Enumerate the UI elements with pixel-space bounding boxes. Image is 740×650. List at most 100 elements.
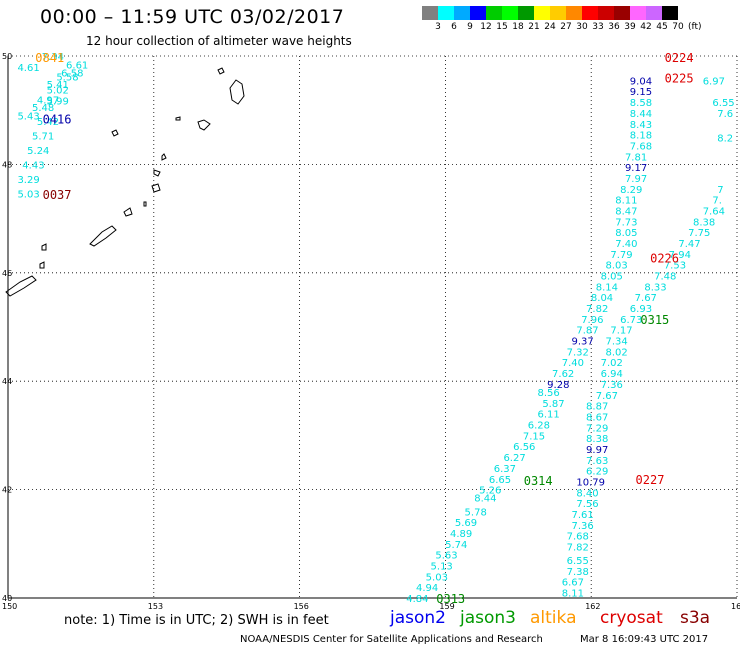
wave-height-value: 4.84: [406, 594, 428, 605]
pass-time-label: 0037: [43, 188, 72, 202]
legend-swatch: [518, 6, 534, 20]
island-shape: [151, 183, 161, 193]
wave-height-value: 7.40: [615, 239, 637, 250]
island-shape: [123, 207, 133, 217]
satellite-label-s3a: s3a: [680, 608, 711, 628]
wave-height-value: 7.36: [601, 380, 623, 391]
legend-label: 3: [435, 22, 441, 32]
legend-swatch: [454, 6, 470, 20]
legend-swatch: [646, 6, 662, 20]
wave-height-value: 7.67: [596, 391, 618, 402]
wave-height-value: 4.97: [37, 95, 59, 106]
legend-label: 42: [640, 22, 652, 32]
pass-time-label: 0313: [436, 592, 465, 606]
legend-label: 33: [592, 22, 604, 32]
wave-height-value: 5.58: [56, 73, 78, 84]
wave-height-value: 5.71: [32, 132, 54, 143]
wave-height-value: 8.56: [537, 388, 559, 399]
wave-height-value: 8.38: [586, 434, 608, 445]
satellite-label-cryosat: cryosat: [600, 608, 663, 628]
longitude-tick-label: 156: [294, 602, 309, 611]
pass-time-label: 0416: [43, 112, 72, 126]
latitude-tick-label: 46: [2, 269, 12, 278]
page-subtitle: 12 hour collection of altimeter wave hei…: [86, 34, 352, 48]
island-shape: [143, 201, 147, 207]
wave-height-value: 9.28: [547, 380, 569, 391]
wave-height-value: 5.24: [27, 146, 49, 157]
legend-swatch: [662, 6, 678, 20]
wave-height-value: 5.78: [465, 507, 487, 518]
wave-height-value: 7.73: [615, 217, 637, 228]
wave-height-value: 7.87: [576, 326, 598, 337]
wave-height-value: 3.29: [17, 175, 39, 186]
wave-height-value: 7.81: [625, 152, 647, 163]
pass-time-label: 0224: [665, 51, 694, 65]
wave-height-value: 7.67: [635, 293, 657, 304]
legend-label: 36: [608, 22, 620, 32]
wave-height-value: 5.43: [17, 112, 39, 123]
page-title: 00:00 – 11:59 UTC 03/02/2017: [40, 6, 345, 28]
legend-swatches: [422, 6, 740, 20]
wave-height-value: 5.42: [37, 117, 59, 128]
latitude-tick-label: 48: [2, 160, 12, 169]
pass-time-labels: 0841 0416 0037 0224 0225 0226 0315 0314 0227 0313: [35, 51, 693, 606]
wave-height-value: 8.18: [630, 131, 652, 142]
legend-swatch: [550, 6, 566, 20]
latitude-tick-label: 44: [2, 377, 12, 386]
legend-label: 27: [560, 22, 572, 32]
wave-height-value: 7.29: [586, 423, 608, 434]
pass-time-label: 0315: [640, 313, 669, 327]
legend-swatch: [566, 6, 582, 20]
wave-height-value: 4.94: [416, 583, 438, 594]
legend-label: 70: [672, 22, 684, 32]
wave-height-value: 4.43: [22, 160, 44, 171]
wave-height-value: 8.43: [630, 120, 652, 131]
wave-height-value: 8.05: [601, 272, 623, 283]
legend-label: 12: [480, 22, 492, 32]
wave-height-value: 9.17: [625, 163, 647, 174]
wave-height-value: 7.82: [586, 304, 608, 315]
wave-height-value: 7.68: [630, 141, 652, 152]
color-legend: 3 6 9 12 15 18 21 24 27 30 33 36 39 42 45 70 (ft): [422, 6, 740, 34]
pass-time-label: 0314: [524, 474, 553, 488]
island-shape: [175, 116, 181, 121]
satellite-label-jason2: jason2: [390, 608, 446, 628]
island-shape: [229, 79, 245, 105]
wave-height-value: 6.29: [586, 467, 608, 478]
island-shape: [161, 153, 167, 161]
wave-height-value: 8.11: [562, 589, 584, 600]
legend-swatch: [422, 6, 438, 20]
wave-height-value: 6.93: [630, 304, 652, 315]
longitude-tick-label: 159: [439, 602, 454, 611]
island-shape: [89, 225, 117, 247]
wave-height-value: 8.47: [615, 206, 637, 217]
wave-height-value: 7.68: [567, 532, 589, 543]
wave-height-value: 8.38: [693, 217, 715, 228]
pass-time-label: 0225: [665, 72, 694, 86]
wave-height-value: 6.94: [601, 369, 623, 380]
longitude-tick-label: 153: [148, 602, 163, 611]
wave-height-value: 8.67: [586, 412, 608, 423]
legend-swatch: [582, 6, 598, 20]
wave-height-value: 8.40: [576, 488, 598, 499]
wave-height-value: 5.02: [47, 86, 69, 97]
wave-height-value: 9.15: [630, 87, 652, 98]
legend-swatch: [614, 6, 630, 20]
footer-note: note: 1) Time is in UTC; 2) SWH is in fe…: [64, 613, 329, 628]
wave-height-value: 7.96: [581, 315, 603, 326]
wave-height-value: 6.55: [712, 98, 734, 109]
wave-height-value: 6.27: [503, 453, 525, 464]
wave-height-value: 7.61: [571, 510, 593, 521]
wave-height-value: 9.97: [586, 445, 608, 456]
wave-height-value: 9.37: [571, 337, 593, 348]
wave-height-value: 4.61: [17, 63, 39, 74]
wave-height-value: 7.17: [610, 326, 632, 337]
credit-line: NOAA/NESDIS Center for Satellite Applica…: [240, 634, 543, 645]
wave-height-value: 6.11: [537, 410, 559, 421]
wave-height-value: 7.48: [654, 272, 676, 283]
axis-labels: 150 153 156 159 162 165 50 48 46 44 42 40: [2, 52, 740, 611]
wave-height-value: 7.38: [567, 567, 589, 578]
legend-label: 15: [496, 22, 508, 32]
legend-swatch: [470, 6, 486, 20]
satellite-label-altika: altika: [530, 608, 577, 628]
